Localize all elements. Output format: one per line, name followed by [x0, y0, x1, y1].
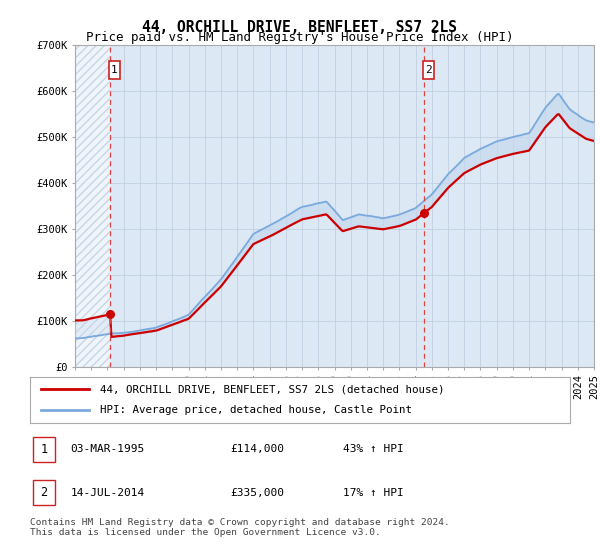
Text: 44, ORCHILL DRIVE, BENFLEET, SS7 2LS: 44, ORCHILL DRIVE, BENFLEET, SS7 2LS [143, 20, 458, 35]
Text: £114,000: £114,000 [230, 445, 284, 454]
FancyBboxPatch shape [423, 62, 434, 79]
Text: 2: 2 [425, 65, 432, 75]
Bar [75, 45, 110, 367]
FancyBboxPatch shape [109, 62, 120, 79]
Text: 03-MAR-1995: 03-MAR-1995 [71, 445, 145, 454]
Text: 1: 1 [40, 443, 47, 456]
FancyBboxPatch shape [33, 437, 55, 462]
Text: Price paid vs. HM Land Registry's House Price Index (HPI): Price paid vs. HM Land Registry's House … [86, 31, 514, 44]
Text: Contains HM Land Registry data © Crown copyright and database right 2024.
This d: Contains HM Land Registry data © Crown c… [30, 518, 450, 538]
Text: 1: 1 [111, 65, 118, 75]
Text: 14-JUL-2014: 14-JUL-2014 [71, 488, 145, 497]
Text: 2: 2 [40, 486, 47, 499]
Text: 43% ↑ HPI: 43% ↑ HPI [343, 445, 404, 454]
Polygon shape [75, 45, 110, 367]
Text: 17% ↑ HPI: 17% ↑ HPI [343, 488, 404, 497]
Text: HPI: Average price, detached house, Castle Point: HPI: Average price, detached house, Cast… [100, 405, 412, 416]
FancyBboxPatch shape [33, 480, 55, 505]
Text: £335,000: £335,000 [230, 488, 284, 497]
Text: 44, ORCHILL DRIVE, BENFLEET, SS7 2LS (detached house): 44, ORCHILL DRIVE, BENFLEET, SS7 2LS (de… [100, 384, 445, 394]
